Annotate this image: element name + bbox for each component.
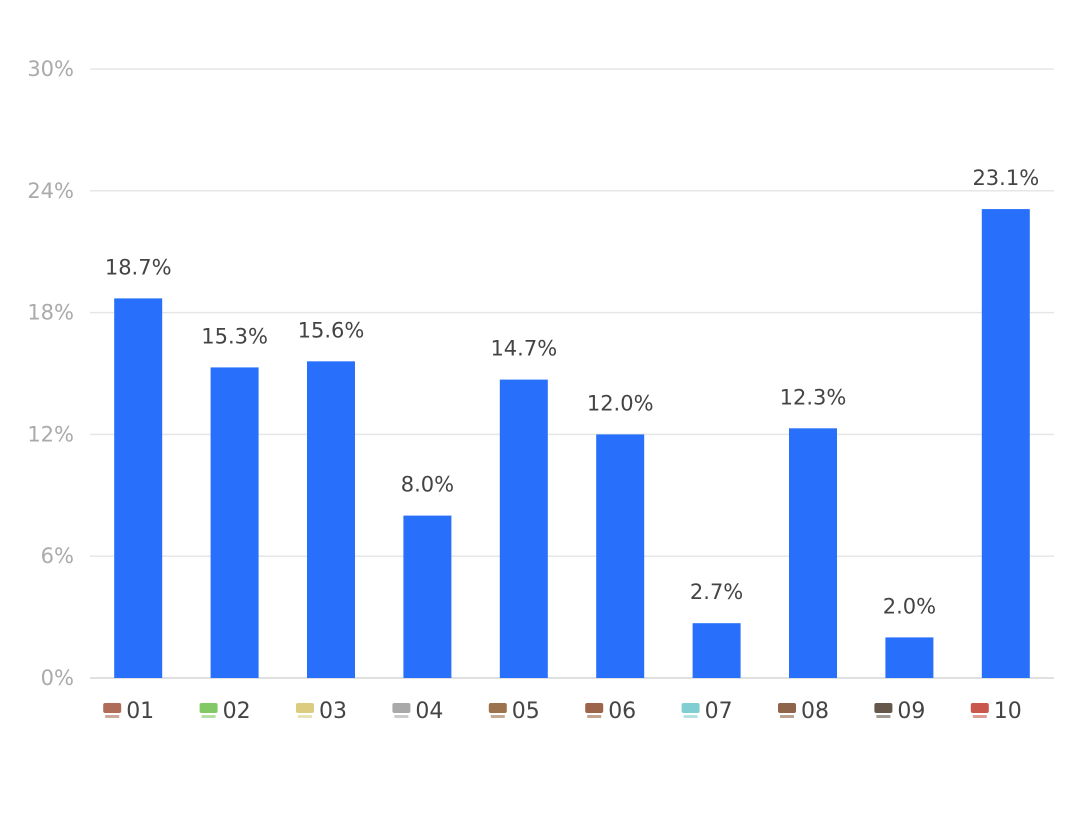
x-tick: 03	[296, 699, 347, 724]
x-tick: 04	[392, 699, 443, 724]
x-tick: 05	[488, 699, 540, 724]
brand-logo-icon	[103, 703, 122, 718]
bar	[885, 637, 934, 678]
brand-logo-icon	[585, 703, 604, 718]
data-label: 15.6%	[298, 318, 365, 342]
data-label: 18.7%	[105, 255, 172, 279]
x-axis-ticks: 01 02 03 04 05 06 07 08 09 10	[103, 699, 1022, 724]
data-label: 15.3%	[201, 324, 268, 348]
x-tick-label: 08	[801, 699, 829, 724]
bar	[981, 209, 1030, 678]
bar	[114, 298, 163, 678]
y-tick-label: 18%	[27, 301, 74, 325]
x-tick-label: 05	[512, 699, 540, 724]
x-tick-label: 04	[415, 699, 443, 724]
x-tick: 02	[199, 699, 251, 724]
x-tick-label: 06	[608, 699, 636, 724]
y-axis-ticks: 0% 6% 12% 18% 24% 30%	[27, 57, 74, 690]
data-label: 8.0%	[401, 473, 454, 497]
x-tick-label: 01	[126, 699, 154, 724]
data-label: 2.0%	[883, 594, 936, 618]
x-tick-label: 03	[319, 699, 347, 724]
y-tick-label: 6%	[41, 544, 74, 568]
data-label: 2.7%	[690, 580, 743, 604]
y-tick-label: 24%	[27, 179, 74, 203]
brand-logo-icon	[392, 703, 411, 718]
brand-logo-icon	[296, 703, 314, 718]
x-tick: 08	[778, 699, 829, 724]
brand-logo-icon	[681, 703, 700, 718]
brand-logo-icon	[488, 703, 507, 718]
bar	[403, 515, 452, 678]
y-tick-label: 0%	[41, 666, 74, 690]
x-tick: 01	[103, 699, 154, 724]
x-tick: 09	[874, 699, 925, 724]
data-label: 12.3%	[780, 385, 847, 409]
bar	[692, 623, 741, 678]
x-tick: 10	[970, 699, 1022, 724]
x-tick: 06	[585, 699, 636, 724]
bar	[596, 434, 645, 678]
x-tick: 07	[681, 699, 733, 724]
bars	[114, 209, 1030, 678]
y-tick-label: 12%	[27, 422, 74, 446]
bar	[789, 428, 837, 678]
x-tick-label: 07	[705, 699, 733, 724]
bar	[499, 379, 548, 678]
x-tick-label: 02	[223, 699, 251, 724]
bar	[210, 367, 259, 678]
data-label: 12.0%	[587, 391, 654, 415]
y-tick-label: 30%	[27, 57, 74, 81]
x-tick-label: 10	[994, 699, 1022, 724]
x-tick-label: 09	[897, 699, 925, 724]
data-label: 14.7%	[490, 337, 557, 361]
brand-logo-icon	[970, 703, 989, 718]
data-labels: 18.7% 15.3% 15.6% 8.0% 14.7% 12.0% 2.7% 12.3% 2.…	[105, 166, 1039, 618]
brand-logo-icon	[874, 703, 893, 718]
brand-logo-icon	[199, 703, 218, 718]
brand-logo-icon	[778, 703, 796, 718]
data-label: 23.1%	[972, 166, 1039, 190]
bar	[307, 361, 355, 678]
